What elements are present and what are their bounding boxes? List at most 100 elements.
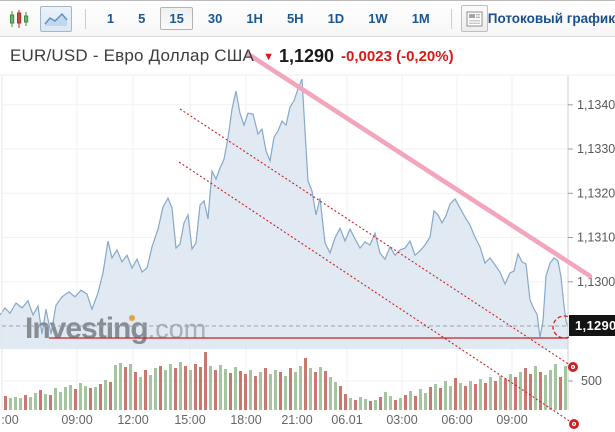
trend-line-endpoint-marker[interactable] xyxy=(568,362,578,372)
instrument-header: EUR/USD - Евро Доллар США ▼ 1,1290 -0,00… xyxy=(0,37,615,75)
timeframe-button-1H[interactable]: 1H xyxy=(246,11,263,26)
volume-bar xyxy=(244,374,247,410)
streaming-chart-link[interactable]: Потоковый график xyxy=(487,11,615,26)
volume-bar xyxy=(424,393,427,410)
time-axis-label: 18:00 xyxy=(230,413,261,427)
time-axis-label: 09:00 xyxy=(61,413,92,427)
volume-bar xyxy=(229,373,232,410)
volume-bar xyxy=(454,378,457,410)
volume-bar xyxy=(129,364,132,410)
trend-line-endpoint-marker-inner xyxy=(570,364,576,370)
volume-bar xyxy=(99,384,102,410)
volume-bar xyxy=(204,352,207,410)
volume-bar xyxy=(564,366,567,410)
volume-bar xyxy=(79,383,82,410)
candlestick-chart-type-button[interactable] xyxy=(8,8,30,30)
volume-bar xyxy=(219,365,222,410)
volume-bar xyxy=(414,396,417,410)
volume-bar xyxy=(209,366,212,410)
volume-bar xyxy=(354,400,357,410)
volume-bar xyxy=(464,386,467,410)
volume-bar xyxy=(529,374,532,410)
timeframe-button-1M[interactable]: 1M xyxy=(411,11,430,26)
volume-bar xyxy=(429,387,432,410)
volume-bar xyxy=(134,372,137,410)
volume-bar xyxy=(174,368,177,410)
volume-bar xyxy=(89,388,92,410)
volume-bar xyxy=(199,367,202,410)
volume-bar xyxy=(94,387,97,410)
price-area-fill xyxy=(0,79,568,349)
volume-bar xyxy=(319,367,322,410)
area-chart-icon xyxy=(44,12,68,26)
price-axis-label: 1,1310 xyxy=(577,231,615,245)
channel-trend-line[interactable] xyxy=(178,161,575,425)
trend-line-endpoint-marker[interactable] xyxy=(569,419,579,429)
volume-bar xyxy=(509,374,512,410)
volume-bar xyxy=(369,401,372,410)
volume-bar xyxy=(549,370,552,410)
news-board-button[interactable] xyxy=(460,5,488,32)
time-axis-label: 03:00 xyxy=(386,413,417,427)
price-axis-label: 1,1330 xyxy=(577,142,615,156)
volume-bar xyxy=(164,370,167,410)
volume-bar xyxy=(474,384,477,410)
volume-bar xyxy=(259,372,262,410)
time-axis-label: 06:00 xyxy=(441,413,472,427)
volume-bar xyxy=(559,377,562,410)
chart-toolbar: 1 5 15 30 1H 5H 1D 1W 1M Потоковый график xyxy=(0,1,615,37)
volume-bar xyxy=(169,364,172,410)
volume-bar xyxy=(149,375,152,410)
volume-bar xyxy=(534,366,537,410)
volume-bar xyxy=(404,395,407,410)
timeframe-button-30[interactable]: 30 xyxy=(207,11,223,26)
channel-trend-line[interactable] xyxy=(179,108,574,368)
volume-bar xyxy=(294,372,297,410)
investing-watermark: Investing.com xyxy=(25,312,206,346)
volume-bar xyxy=(64,387,67,410)
volume-bar xyxy=(184,366,187,410)
watermark-suffix: .com xyxy=(147,314,207,344)
volume-bar xyxy=(139,377,142,410)
timeframe-button-15[interactable]: 15 xyxy=(160,7,193,30)
timeframe-button-5H[interactable]: 5H xyxy=(286,11,304,26)
timeframe-button-5[interactable]: 5 xyxy=(138,11,146,26)
volume-bar xyxy=(349,398,352,410)
volume-bar xyxy=(289,368,292,410)
volume-bar xyxy=(359,397,362,410)
timeframe-button-1W[interactable]: 1W xyxy=(368,11,388,26)
volume-bar xyxy=(159,366,162,410)
volume-bar xyxy=(84,386,87,410)
volume-bar xyxy=(179,362,182,410)
volume-bar xyxy=(544,375,547,410)
price-change: -0,0023 (-0,20%) xyxy=(341,47,454,65)
volume-bar xyxy=(14,397,17,410)
volume-bar xyxy=(324,371,327,410)
time-axis-label: 21:00 xyxy=(281,413,312,427)
volume-bar xyxy=(119,363,122,410)
volume-bar xyxy=(279,372,282,410)
volume-bar xyxy=(444,381,447,410)
area-chart-type-button[interactable] xyxy=(40,5,72,32)
volume-bar xyxy=(489,377,492,410)
volume-bar xyxy=(189,370,192,410)
volume-bar xyxy=(304,358,307,410)
volume-bar xyxy=(109,382,112,410)
volume-bar xyxy=(469,381,472,410)
timeframe-button-1D[interactable]: 1D xyxy=(327,11,345,26)
trend-line-endpoint-marker-dot xyxy=(572,366,574,368)
volume-bar xyxy=(34,393,37,410)
pink-trend-line[interactable] xyxy=(245,51,593,279)
volume-bar xyxy=(9,398,12,410)
volume-bar xyxy=(339,386,342,410)
volume-bar xyxy=(459,383,462,410)
volume-axis-label: 500 xyxy=(581,374,602,388)
volume-bar xyxy=(74,389,77,410)
timeframe-button-1[interactable]: 1 xyxy=(106,11,115,26)
volume-bar xyxy=(524,368,527,410)
time-axis-label: 09:00 xyxy=(496,413,527,427)
volume-bar xyxy=(434,384,437,410)
volume-bar xyxy=(419,389,422,410)
volume-bar xyxy=(104,380,107,410)
